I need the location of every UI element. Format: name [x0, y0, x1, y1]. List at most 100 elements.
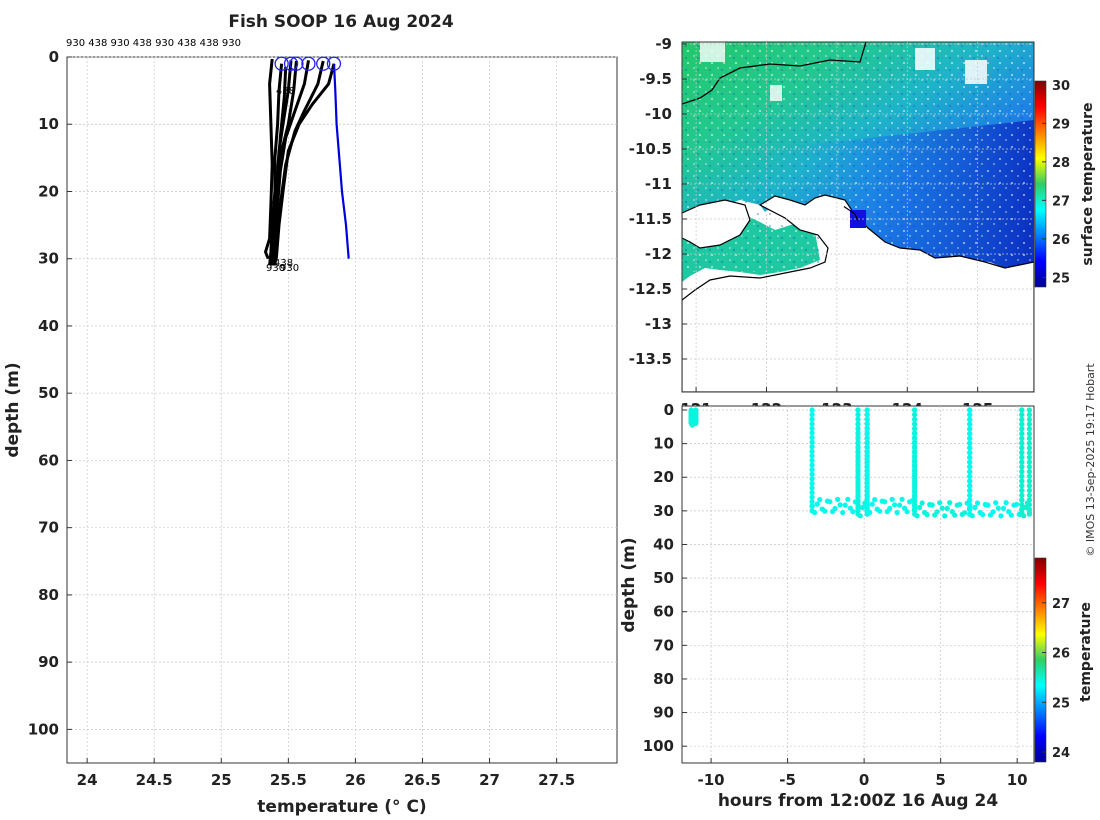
- section-point: [894, 509, 900, 516]
- section-point: [967, 431, 973, 437]
- section-x-label: hours from 12:00Z 16 Aug 24: [718, 791, 999, 811]
- profile-tag-bottom-3: 930: [280, 263, 299, 274]
- profile-surface-marker: [326, 56, 342, 71]
- section-point: [912, 407, 918, 413]
- map-colorbar-tick-label: 29: [1052, 117, 1070, 132]
- section-point: [864, 412, 870, 418]
- cloud-patch-3: [965, 60, 987, 84]
- profile-line-latest-cast: [332, 63, 350, 259]
- map-y-tick-label: -13: [645, 315, 672, 333]
- section-point: [1024, 500, 1031, 506]
- section-point: [877, 508, 883, 514]
- section-point: [850, 509, 856, 515]
- profile-x-tick-label: 27: [479, 771, 500, 789]
- section-point: [1014, 501, 1020, 507]
- section-point: [947, 500, 953, 506]
- section-point: [864, 453, 870, 459]
- section-point: [809, 412, 815, 418]
- section-point: [814, 501, 820, 507]
- profile-x-tick-label: 25.5: [270, 771, 307, 789]
- section-point: [1026, 492, 1032, 498]
- section-point: [1019, 407, 1025, 413]
- section-point: [809, 476, 815, 482]
- map-y-tick-label: -13.5: [629, 350, 672, 368]
- section-point: [912, 431, 918, 437]
- section-point: [1019, 478, 1025, 484]
- section-points: [688, 407, 1032, 519]
- section-point: [967, 412, 973, 418]
- section-point: [855, 435, 861, 441]
- section-point: [934, 509, 940, 515]
- section-point: [912, 435, 918, 441]
- profile-tag-top: 438: [276, 86, 295, 97]
- section-point: [1026, 454, 1032, 460]
- section-point: [809, 457, 815, 463]
- section-point: [817, 497, 823, 503]
- section-point: [809, 434, 815, 441]
- section-point: [942, 513, 948, 519]
- section-point: [1000, 505, 1007, 511]
- section-point: [985, 502, 991, 508]
- section-point: [809, 439, 815, 445]
- section-point: [952, 512, 958, 518]
- section-point: [864, 485, 870, 491]
- depth-time-section: -10 -5 0 5 10 0 10 20 30 40 50 60 70 80 90 100 hours f…: [619, 401, 1094, 811]
- section-point: [855, 416, 861, 423]
- section-point: [912, 473, 918, 479]
- section-x-tick-label: 0: [859, 771, 869, 789]
- map-y-tick-label: -9.5: [639, 70, 672, 88]
- section-point: [917, 504, 923, 511]
- section-point: [1026, 445, 1032, 451]
- section-point: [912, 478, 918, 484]
- section-point: [809, 499, 815, 505]
- section-point: [809, 453, 815, 459]
- profile-y-tick-label: 10: [38, 115, 59, 133]
- section-point: [1026, 469, 1032, 475]
- section-point: [1019, 454, 1025, 460]
- profile-line-cast-1: [268, 63, 284, 266]
- section-point: [912, 502, 918, 508]
- map-frame: [681, 41, 1035, 393]
- section-point: [809, 467, 815, 473]
- section-point: [809, 421, 815, 427]
- section-point: [967, 454, 973, 460]
- section-point: [1019, 445, 1025, 451]
- profile-tag-bottom-2: 438: [274, 258, 293, 269]
- section-point: [827, 499, 833, 505]
- section-point: [980, 511, 986, 518]
- section-point: [809, 416, 815, 422]
- map-y-ticks: -9 -9.5 -10 -10.5 -11 -11.5 -12 -12.5 -13 -13.5: [629, 35, 687, 368]
- map-colorbar-ticks: 25 26 27 28 29 30: [1042, 79, 1070, 286]
- section-x-tick-label: 5: [935, 771, 945, 789]
- section-point: [832, 505, 838, 512]
- profile-x-ticks: 24 24.5 25 25.5 26 26.5 27 27.5: [77, 758, 575, 789]
- profile-y-tick-label: 80: [38, 586, 59, 604]
- section-point: [912, 483, 918, 489]
- section-point: [864, 489, 870, 496]
- section-point: [855, 464, 861, 470]
- section-point: [892, 502, 898, 508]
- profile-y-tick-label: 40: [38, 317, 59, 335]
- section-colorbar-label: temperature: [1078, 602, 1094, 702]
- profile-y-tick-label: 70: [38, 519, 59, 537]
- profile-surface-marker: [274, 56, 289, 71]
- section-point: [1026, 412, 1032, 418]
- section-point: [967, 502, 973, 508]
- section-point: [855, 445, 861, 451]
- profile-surface-marker: [283, 56, 299, 71]
- profile-x-tick-label: 27.5: [538, 771, 575, 789]
- section-point: [889, 496, 895, 502]
- section-point: [912, 421, 918, 427]
- section-y-ticks: 0 10 20 30 40 50 60 70 80 90 100: [643, 401, 687, 755]
- section-point: [840, 509, 846, 516]
- section-point: [1019, 464, 1025, 470]
- section-point: [912, 445, 918, 451]
- section-point: [1019, 459, 1025, 465]
- section-point: [967, 464, 973, 470]
- section-point: [864, 462, 870, 468]
- section-point: [1019, 435, 1025, 441]
- section-point: [809, 489, 815, 496]
- section-point: [855, 473, 861, 479]
- section-point: [864, 421, 870, 427]
